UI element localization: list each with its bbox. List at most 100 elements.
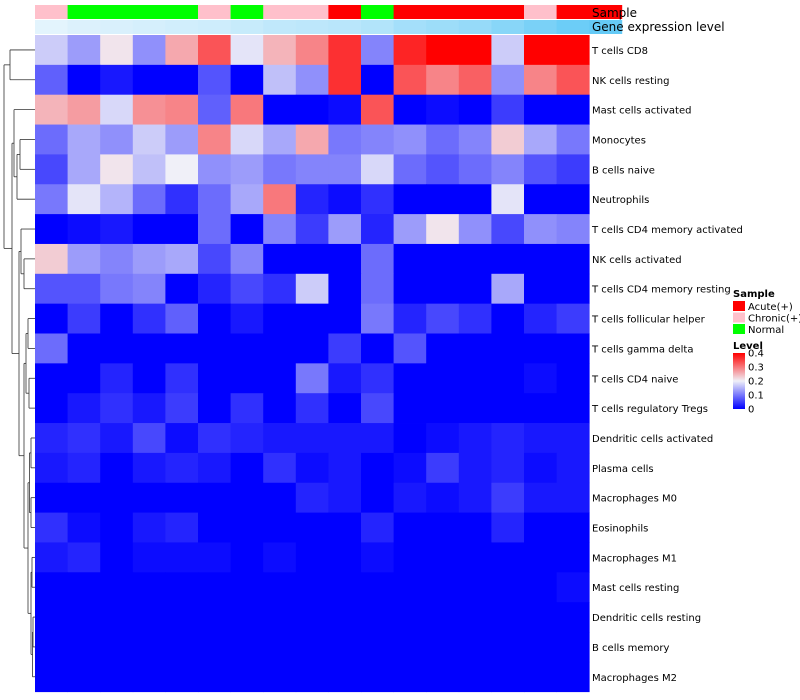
heatmap-cell: [132, 602, 166, 633]
heatmap-cell: [295, 512, 329, 543]
heatmap-cell: [263, 572, 297, 603]
heatmap-cell: [393, 154, 427, 185]
heatmap-cell: [524, 423, 557, 454]
legend-sample-label: Chronic(+): [748, 314, 800, 325]
heatmap-cell: [361, 482, 394, 513]
heatmap-cell: [491, 243, 525, 275]
row-label: T cells CD4 memory resting: [591, 285, 731, 296]
heatmap-cell: [230, 35, 264, 66]
heatmap-cell: [426, 572, 460, 603]
heatmap-cell: [100, 184, 134, 215]
heatmap-cell: [198, 214, 231, 245]
heatmap-cell: [35, 632, 68, 663]
heatmap-cell: [132, 452, 166, 484]
heatmap-cell: [165, 512, 199, 543]
heatmap-cell: [67, 512, 101, 543]
heatmap-cell: [198, 423, 231, 454]
heatmap-cell: [198, 333, 231, 364]
heatmap-cell: [67, 393, 101, 424]
heatmap-cell: [230, 303, 264, 334]
row-label: B cells naive: [592, 165, 655, 176]
legend-level-tick: 0: [748, 405, 754, 416]
heatmap-cell: [230, 214, 264, 245]
heatmap-cell: [426, 423, 460, 454]
expression-annotation-cell: [295, 20, 329, 34]
heatmap-cell: [361, 35, 394, 66]
heatmap-cell: [556, 572, 590, 603]
heatmap-cell: [198, 273, 231, 305]
heatmap-cell: [100, 154, 134, 185]
heatmap-cell: [361, 64, 394, 96]
heatmap-cell: [556, 602, 590, 633]
heatmap-cell: [263, 363, 297, 394]
heatmap-cell: [67, 154, 101, 185]
heatmap-cell: [328, 273, 362, 305]
expression-annotation-cell: [263, 20, 297, 34]
sample-annotation-cell: [393, 5, 427, 19]
heatmap-cell: [556, 273, 590, 305]
heatmap-cell: [426, 542, 460, 573]
heatmap-cell: [295, 64, 329, 96]
heatmap-cell: [426, 184, 460, 215]
heatmap-cell: [263, 632, 297, 663]
heatmap-cell: [361, 602, 394, 633]
heatmap-cell: [165, 632, 199, 663]
heatmap-cell: [198, 572, 231, 603]
heatmap-cell: [524, 602, 557, 633]
heatmap-cell: [458, 602, 492, 633]
heatmap-cell: [35, 214, 68, 245]
heatmap-cell: [328, 452, 362, 484]
heatmap-cell: [361, 542, 394, 573]
heatmap-cell: [132, 184, 166, 215]
heatmap-cell: [393, 94, 427, 125]
heatmap-cell: [328, 124, 362, 155]
heatmap-cell: [295, 124, 329, 155]
heatmap-cell: [328, 154, 362, 185]
heatmap-cell: [524, 512, 557, 543]
row-label: Dendritic cells activated: [592, 434, 713, 445]
heatmap-cell: [100, 542, 134, 573]
heatmap-cell: [132, 333, 166, 364]
heatmap-cell: [556, 243, 590, 275]
heatmap-cell: [230, 542, 264, 573]
heatmap-cell: [198, 482, 231, 513]
heatmap-cell: [198, 661, 231, 693]
row-label: Macrophages M1: [592, 553, 677, 564]
heatmap-cell: [263, 452, 297, 484]
legend-level-tick: 0.2: [748, 377, 764, 388]
heatmap-cell: [491, 184, 525, 215]
legend-sample-label: Normal: [748, 325, 784, 336]
heatmap-cell: [295, 632, 329, 663]
heatmap-cell: [361, 363, 394, 394]
heatmap-cell: [100, 243, 134, 275]
heatmap-cell: [524, 64, 557, 96]
heatmap-cell: [35, 124, 68, 155]
heatmap-cell: [100, 452, 134, 484]
heatmap-cell: [393, 363, 427, 394]
heatmap-cell: [361, 423, 394, 454]
row-label: Eosinophils: [592, 524, 648, 535]
heatmap-cell: [35, 154, 68, 185]
legend-sample: Sample Acute(+)Chronic(+)Normal: [733, 289, 800, 336]
heatmap-cell: [263, 184, 297, 215]
heatmap-cell: [100, 512, 134, 543]
heatmap-cell: [556, 393, 590, 424]
heatmap-cell: [491, 661, 525, 693]
heatmap-cell: [100, 124, 134, 155]
heatmap-cell: [393, 512, 427, 543]
heatmap-cell: [132, 661, 166, 693]
heatmap-cell: [100, 602, 134, 633]
heatmap-cell: [132, 64, 166, 96]
sample-annotation-cell: [556, 5, 590, 19]
row-label: B cells memory: [592, 643, 669, 654]
heatmap-cell: [230, 154, 264, 185]
heatmap-cell: [458, 423, 492, 454]
heatmap-cell: [361, 184, 394, 215]
heatmap-cell: [230, 661, 264, 693]
heatmap-cell: [132, 124, 166, 155]
heatmap-cell: [132, 512, 166, 543]
heatmap-cell: [230, 363, 264, 394]
heatmap-cell: [295, 423, 329, 454]
legend-level-tick: 0.1: [748, 391, 764, 402]
heatmap-cell: [100, 363, 134, 394]
